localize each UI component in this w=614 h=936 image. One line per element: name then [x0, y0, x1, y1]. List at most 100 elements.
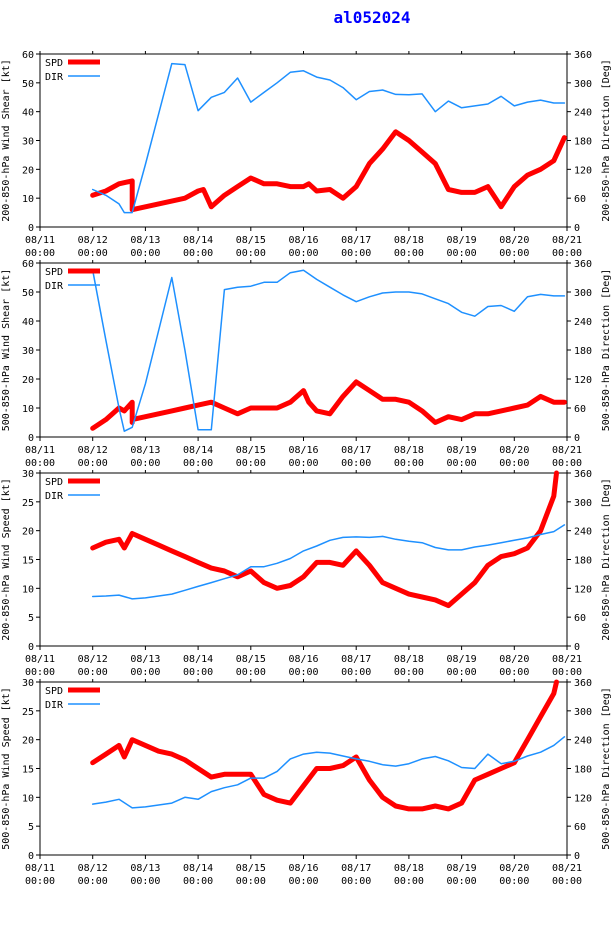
spd-series-line: [90, 379, 567, 431]
x-tick-label-date: 08/18: [394, 654, 424, 665]
y-right-tick-label: 360: [574, 678, 592, 689]
y-right-tick-label: 300: [574, 498, 592, 509]
y-left-tick-label: 20: [22, 527, 34, 538]
x-tick-label-time: 00:00: [183, 876, 213, 887]
x-tick-label-date: 08/19: [447, 863, 477, 874]
spd-series-line: [90, 679, 559, 812]
x-tick-label-date: 08/20: [499, 863, 529, 874]
y-left-tick-label: 40: [22, 108, 34, 119]
x-tick-label-time: 00:00: [183, 248, 213, 259]
y-right-tick-label: 240: [574, 527, 592, 538]
x-tick-label-date: 08/12: [78, 863, 108, 874]
y-left-axis-label: 200-850-hPa Wind Speed [kt]: [1, 478, 12, 641]
x-tick-label-time: 00:00: [78, 876, 108, 887]
x-tick-label-date: 08/17: [341, 445, 371, 456]
y-right-tick-label: 60: [574, 613, 586, 624]
y-left-tick-label: 5: [28, 822, 34, 833]
x-tick-label-time: 00:00: [341, 667, 371, 678]
x-tick-label-date: 08/14: [183, 654, 213, 665]
x-tick-label-date: 08/20: [499, 654, 529, 665]
x-tick-label-time: 00:00: [130, 667, 160, 678]
legend-dir-label: DIR: [45, 72, 64, 83]
x-tick-label-date: 08/16: [288, 445, 318, 456]
y-left-tick-label: 0: [28, 223, 34, 234]
y-right-tick-label: 240: [574, 317, 592, 328]
x-tick-label-time: 00:00: [447, 876, 477, 887]
x-tick-label-time: 00:00: [183, 667, 213, 678]
y-left-tick-label: 20: [22, 736, 34, 747]
x-tick-label-date: 08/18: [394, 445, 424, 456]
x-tick-label-date: 08/16: [288, 654, 318, 665]
x-tick-label-date: 08/14: [183, 863, 213, 874]
y-right-tick-label: 180: [574, 765, 592, 776]
y-left-tick-label: 10: [22, 194, 34, 205]
x-tick-label-date: 08/21: [552, 445, 582, 456]
x-tick-label-date: 08/20: [499, 445, 529, 456]
y-right-tick-label: 0: [574, 851, 580, 862]
x-tick-label-date: 08/14: [183, 445, 213, 456]
y-left-tick-label: 10: [22, 404, 34, 415]
x-tick-label-time: 00:00: [447, 667, 477, 678]
x-tick-label-time: 00:00: [130, 876, 160, 887]
x-tick-label-time: 00:00: [288, 876, 318, 887]
y-left-tick-label: 30: [22, 469, 34, 480]
x-tick-label-date: 08/15: [236, 863, 266, 874]
y-right-tick-label: 0: [574, 223, 580, 234]
x-tick-label-time: 00:00: [25, 248, 55, 259]
y-left-tick-label: 0: [28, 433, 34, 444]
x-tick-label-date: 08/12: [78, 445, 108, 456]
x-tick-label-date: 08/19: [447, 235, 477, 246]
dir-series-line: [91, 736, 566, 809]
y-left-tick-label: 20: [22, 165, 34, 176]
x-tick-label-date: 08/11: [25, 445, 55, 456]
y-right-tick-label: 300: [574, 707, 592, 718]
y-left-tick-label: 30: [22, 678, 34, 689]
x-tick-label-time: 00:00: [236, 876, 266, 887]
x-tick-label-time: 00:00: [288, 248, 318, 259]
plot-frame: [39, 53, 568, 228]
x-tick-label-time: 00:00: [394, 667, 424, 678]
legend-dir-label: DIR: [45, 700, 64, 711]
x-tick-label-time: 00:00: [499, 458, 529, 469]
y-right-tick-label: 120: [574, 793, 592, 804]
x-tick-label-date: 08/20: [499, 235, 529, 246]
x-tick-label-time: 00:00: [499, 876, 529, 887]
dir-series-line: [91, 269, 566, 432]
x-tick-label-date: 08/17: [341, 235, 371, 246]
x-tick-label-time: 00:00: [447, 248, 477, 259]
x-tick-label-time: 00:00: [130, 248, 160, 259]
legend-spd-label: SPD: [45, 58, 63, 69]
x-tick-label-date: 08/13: [130, 863, 160, 874]
x-tick-label-date: 08/13: [130, 654, 160, 665]
dir-series-line: [91, 524, 566, 600]
y-left-tick-label: 5: [28, 613, 34, 624]
x-tick-label-time: 00:00: [183, 458, 213, 469]
x-tick-label-date: 08/12: [78, 654, 108, 665]
x-tick-label-date: 08/21: [552, 863, 582, 874]
x-tick-label-time: 00:00: [236, 667, 266, 678]
y-right-tick-label: 120: [574, 375, 592, 386]
x-tick-label-date: 08/19: [447, 654, 477, 665]
x-tick-label-date: 08/11: [25, 863, 55, 874]
legend-dir-label: DIR: [45, 491, 64, 502]
legend-spd-label: SPD: [45, 686, 63, 697]
legend-spd-label: SPD: [45, 267, 63, 278]
y-left-tick-label: 10: [22, 584, 34, 595]
y-left-tick-label: 50: [22, 79, 34, 90]
page-title: al052024: [333, 8, 411, 27]
y-left-tick-label: 40: [22, 317, 34, 328]
x-tick-label-date: 08/15: [236, 654, 266, 665]
y-left-tick-label: 0: [28, 642, 34, 653]
x-tick-label-time: 00:00: [341, 876, 371, 887]
y-left-tick-label: 15: [22, 556, 34, 567]
y-right-axis-label: 500-850-hPa Direction [Deg]: [601, 687, 612, 850]
y-left-tick-label: 30: [22, 137, 34, 148]
y-left-tick-label: 0: [28, 851, 34, 862]
x-tick-label-time: 00:00: [25, 876, 55, 887]
y-right-tick-label: 60: [574, 822, 586, 833]
x-tick-label-date: 08/12: [78, 235, 108, 246]
legend-spd-label: SPD: [45, 477, 63, 488]
y-right-tick-label: 240: [574, 108, 592, 119]
x-tick-label-time: 00:00: [78, 458, 108, 469]
y-right-tick-label: 180: [574, 346, 592, 357]
